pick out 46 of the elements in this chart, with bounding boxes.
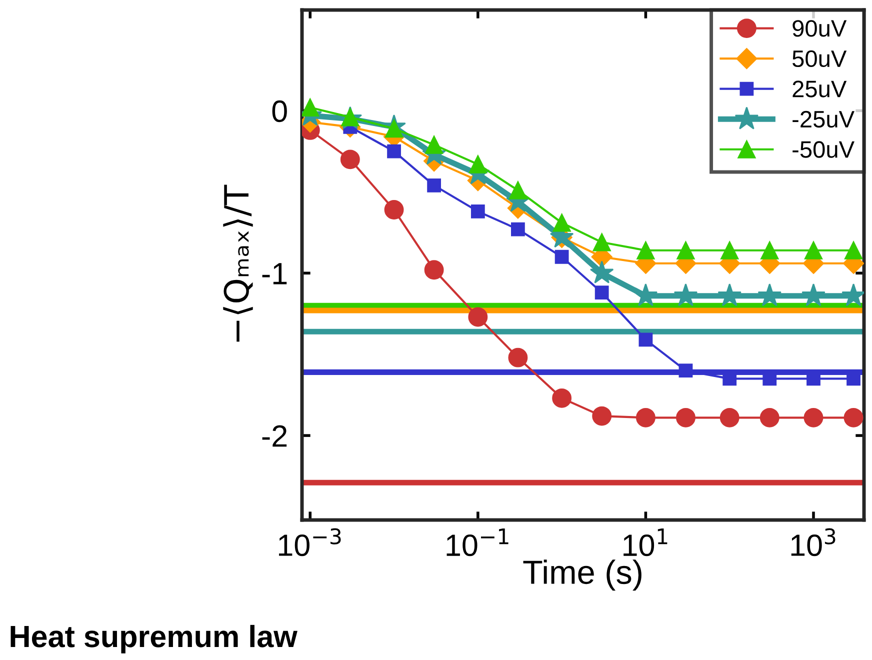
x-tick-label: 10$^{1}$ (624, 528, 668, 556)
legend-label: 50uV (792, 50, 847, 68)
point (636, 408, 656, 428)
x-axis-title: Time (s) (523, 560, 642, 591)
legend-label: -50uV (792, 141, 854, 158)
legend-label: 25uV (792, 80, 847, 98)
point (634, 283, 658, 306)
point (468, 155, 487, 174)
x-tick-label: 10$^{3}$ (791, 528, 836, 556)
point (760, 408, 780, 428)
point (590, 260, 614, 284)
point (760, 241, 779, 260)
y-tick-label: 0 (272, 100, 287, 122)
point (508, 348, 528, 368)
point (844, 241, 863, 260)
point (758, 283, 782, 306)
legend-label: -25uV (792, 110, 854, 128)
point (674, 283, 698, 306)
point (844, 408, 864, 428)
y-tick-label: -1 (262, 263, 287, 284)
point (638, 332, 653, 347)
y-tick-label: -2 (262, 425, 287, 447)
point (720, 408, 740, 428)
point (676, 241, 695, 260)
point (676, 408, 696, 428)
x-tick-label: 10$^{−3}$ (279, 528, 341, 556)
point (552, 214, 571, 232)
point (678, 364, 693, 378)
point (425, 136, 444, 154)
point (384, 200, 404, 220)
point (636, 241, 655, 260)
text: Heat supremum law (10, 624, 298, 654)
point (384, 120, 404, 138)
x-tick-label: 10$^{−1}$ (446, 528, 508, 556)
point (592, 233, 611, 252)
point (470, 204, 485, 218)
point (592, 406, 612, 426)
point (302, 98, 320, 116)
legend-label: 90uV (792, 20, 847, 37)
point (468, 307, 488, 327)
point (594, 286, 609, 300)
point (387, 144, 401, 158)
point (552, 388, 572, 408)
y-axis-title: −⟨Qₘₐₓ⟩/T (223, 184, 253, 342)
point (554, 250, 569, 264)
point (511, 222, 525, 236)
